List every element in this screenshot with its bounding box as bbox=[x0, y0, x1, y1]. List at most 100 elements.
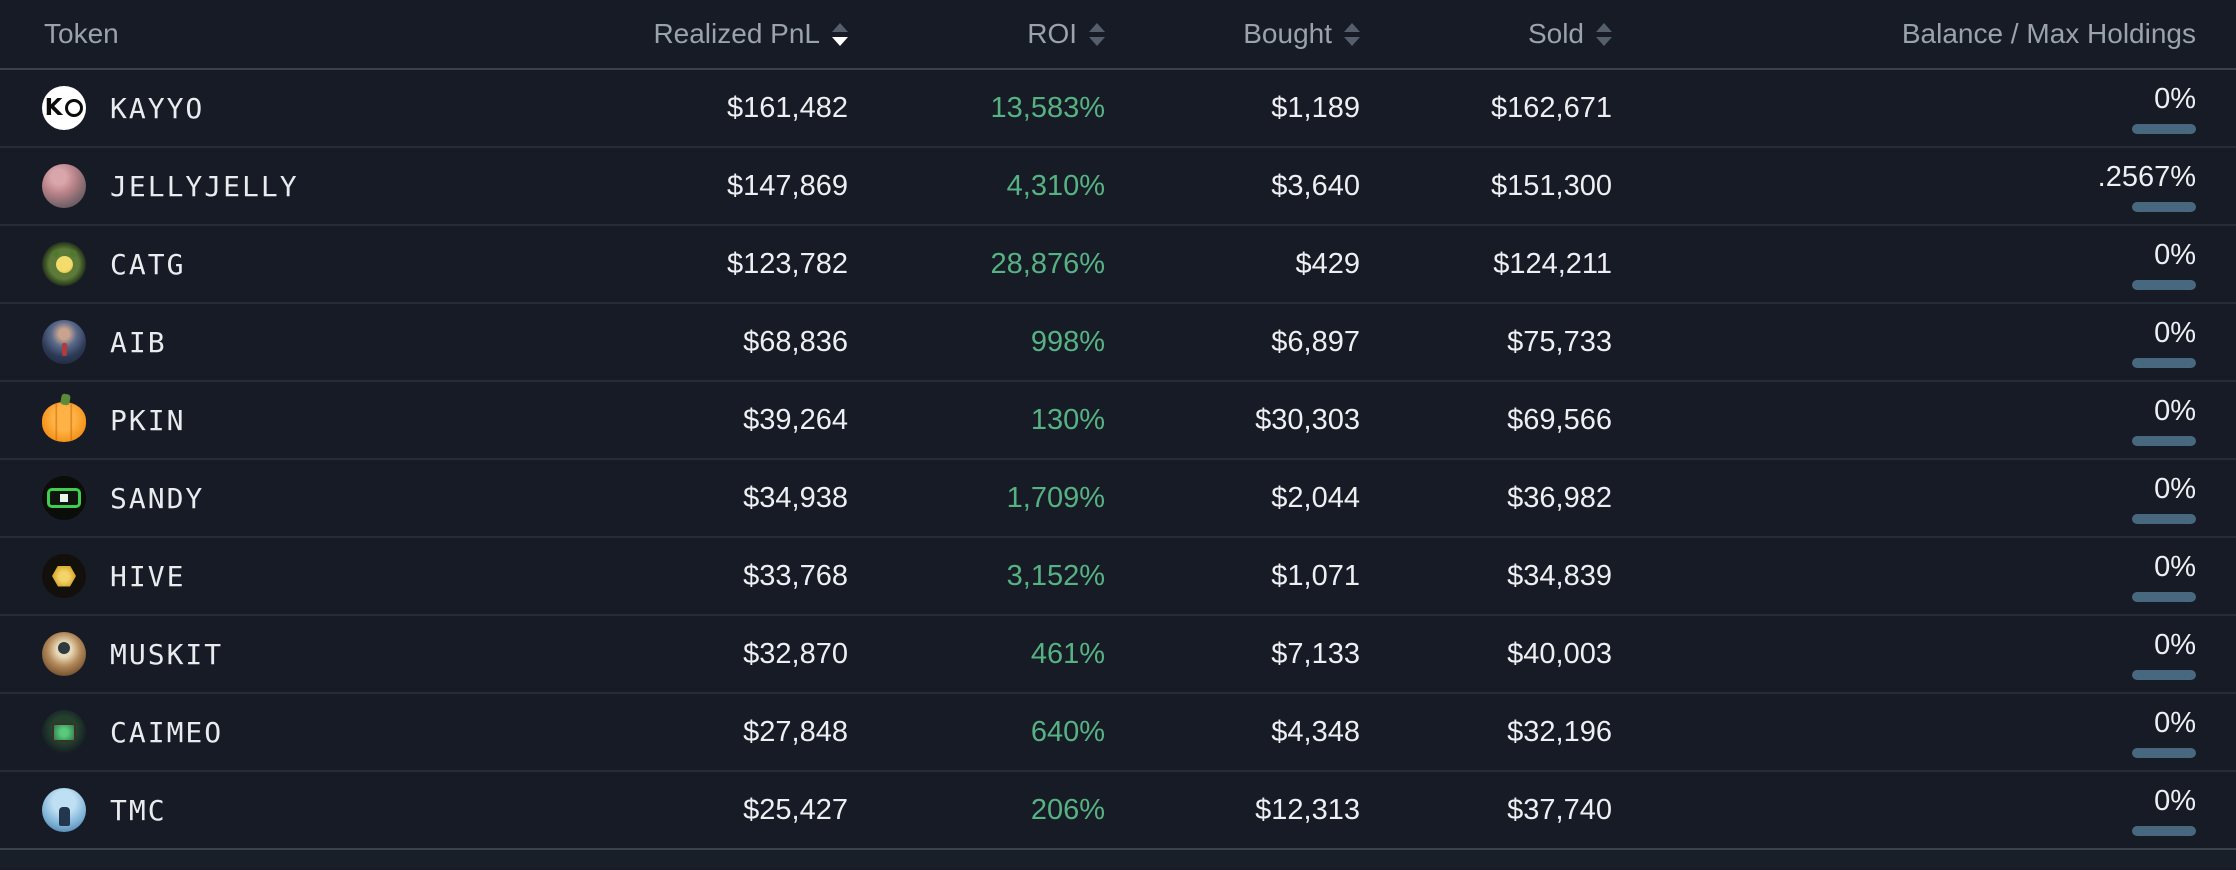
balance-value: 0% bbox=[2154, 550, 2196, 583]
token-row[interactable]: HIVE $33,768 3,152% $1,071 $34,839 0% bbox=[0, 538, 2236, 616]
roi-value: 1,709% bbox=[1006, 481, 1105, 514]
column-header-balance-max-holdings-label: Balance / Max Holdings bbox=[1901, 18, 2196, 49]
balance-value: 0% bbox=[2154, 472, 2196, 505]
token-row[interactable]: KAYYO $161,482 13,583% $1,189 $162,671 0… bbox=[0, 70, 2236, 148]
realized-pnl-value: $39,264 bbox=[743, 403, 848, 436]
tmc-token-icon bbox=[42, 788, 86, 832]
sold-value: $40,003 bbox=[1507, 637, 1612, 670]
realized-pnl-value: $68,836 bbox=[743, 325, 848, 358]
token-symbol: SANDY bbox=[110, 481, 205, 515]
token-cell: HIVE bbox=[0, 554, 650, 598]
bought-value: $1,071 bbox=[1271, 559, 1360, 592]
sold-value: $151,300 bbox=[1491, 169, 1612, 202]
balance-cell: 0% bbox=[1612, 551, 2196, 602]
token-row[interactable]: MUSKIT $32,870 461% $7,133 $40,003 0% bbox=[0, 616, 2236, 694]
column-header-roi-label: ROI bbox=[1027, 18, 1077, 49]
sold-value: $36,982 bbox=[1507, 481, 1612, 514]
column-header-token: Token bbox=[0, 18, 650, 50]
balance-bar bbox=[2132, 669, 2196, 680]
token-row[interactable]: JELLYJELLY $147,869 4,310% $3,640 $151,3… bbox=[0, 148, 2236, 226]
balance-bar bbox=[2132, 825, 2196, 836]
balance-bar bbox=[2132, 435, 2196, 446]
column-header-balance-max-holdings: Balance / Max Holdings bbox=[1612, 18, 2196, 50]
realized-pnl-value: $27,848 bbox=[743, 715, 848, 748]
token-symbol: KAYYO bbox=[110, 91, 205, 125]
column-header-bought[interactable]: Bought bbox=[1105, 18, 1360, 50]
balance-value: .2567% bbox=[2097, 160, 2196, 193]
balance-value: 0% bbox=[2154, 628, 2196, 661]
balance-cell: 0% bbox=[1612, 83, 2196, 134]
table-body: KAYYO $161,482 13,583% $1,189 $162,671 0… bbox=[0, 70, 2236, 850]
roi-value: 3,152% bbox=[1006, 559, 1105, 592]
token-row[interactable]: CAIMEO $27,848 640% $4,348 $32,196 0% bbox=[0, 694, 2236, 772]
roi-value: 998% bbox=[1030, 325, 1105, 358]
next-row-partial bbox=[0, 850, 2236, 868]
token-cell: CAIMEO bbox=[0, 710, 650, 754]
bought-value: $4,348 bbox=[1271, 715, 1360, 748]
token-cell: TMC bbox=[0, 788, 650, 832]
balance-cell: 0% bbox=[1612, 473, 2196, 524]
bought-value: $7,133 bbox=[1271, 637, 1360, 670]
token-row[interactable]: SANDY $34,938 1,709% $2,044 $36,982 0% bbox=[0, 460, 2236, 538]
kayyo-token-icon bbox=[42, 86, 86, 130]
balance-cell: 0% bbox=[1612, 629, 2196, 680]
token-cell: MUSKIT bbox=[0, 632, 650, 676]
token-row[interactable]: TMC $25,427 206% $12,313 $37,740 0% bbox=[0, 772, 2236, 850]
token-cell: AIB bbox=[0, 320, 650, 364]
token-row[interactable]: PKIN $39,264 130% $30,303 $69,566 0% bbox=[0, 382, 2236, 460]
balance-cell: 0% bbox=[1612, 395, 2196, 446]
pkin-token-icon bbox=[42, 401, 86, 442]
column-header-realized-pnl[interactable]: Realized PnL bbox=[650, 18, 848, 50]
sold-value: $75,733 bbox=[1507, 325, 1612, 358]
sort-icon bbox=[832, 22, 848, 46]
token-cell: CATG bbox=[0, 242, 650, 286]
bought-value: $12,313 bbox=[1255, 793, 1360, 826]
catg-token-icon bbox=[42, 242, 86, 286]
token-row[interactable]: AIB $68,836 998% $6,897 $75,733 0% bbox=[0, 304, 2236, 382]
balance-value: 0% bbox=[2154, 316, 2196, 349]
token-symbol: PKIN bbox=[110, 403, 186, 437]
realized-pnl-value: $147,869 bbox=[727, 169, 848, 202]
realized-pnl-value: $161,482 bbox=[727, 91, 848, 124]
bought-value: $2,044 bbox=[1271, 481, 1360, 514]
balance-cell: 0% bbox=[1612, 317, 2196, 368]
roi-value: 461% bbox=[1030, 637, 1105, 670]
sort-icon bbox=[1596, 22, 1612, 46]
token-symbol: AIB bbox=[110, 325, 167, 359]
roi-value: 206% bbox=[1030, 793, 1105, 826]
balance-value: 0% bbox=[2154, 394, 2196, 427]
column-header-realized-pnl-label: Realized PnL bbox=[653, 18, 820, 49]
token-symbol: TMC bbox=[110, 793, 167, 827]
token-symbol: JELLYJELLY bbox=[110, 169, 299, 203]
balance-value: 0% bbox=[2154, 706, 2196, 739]
balance-bar bbox=[2132, 123, 2196, 134]
bought-value: $429 bbox=[1295, 247, 1360, 280]
balance-bar bbox=[2132, 357, 2196, 368]
column-header-sold[interactable]: Sold bbox=[1360, 18, 1612, 50]
token-cell: PKIN bbox=[0, 399, 650, 442]
bought-value: $30,303 bbox=[1255, 403, 1360, 436]
balance-value: 0% bbox=[2154, 82, 2196, 115]
sandy-token-icon bbox=[42, 476, 86, 520]
realized-pnl-value: $123,782 bbox=[727, 247, 848, 280]
roi-value: 130% bbox=[1030, 403, 1105, 436]
column-header-sold-label: Sold bbox=[1527, 18, 1584, 49]
sold-value: $32,196 bbox=[1507, 715, 1612, 748]
caimeo-token-icon bbox=[42, 710, 86, 754]
balance-value: 0% bbox=[2154, 238, 2196, 271]
muskit-token-icon bbox=[42, 632, 86, 676]
realized-pnl-value: $32,870 bbox=[743, 637, 848, 670]
token-symbol: MUSKIT bbox=[110, 637, 224, 671]
bought-value: $6,897 bbox=[1271, 325, 1360, 358]
token-cell: JELLYJELLY bbox=[0, 164, 650, 208]
balance-bar bbox=[2132, 513, 2196, 524]
column-header-roi[interactable]: ROI bbox=[848, 18, 1105, 50]
balance-bar bbox=[2132, 279, 2196, 290]
sold-value: $69,566 bbox=[1507, 403, 1612, 436]
token-row[interactable]: CATG $123,782 28,876% $429 $124,211 0% bbox=[0, 226, 2236, 304]
roi-value: 640% bbox=[1030, 715, 1105, 748]
token-symbol: CAIMEO bbox=[110, 715, 224, 749]
balance-value: 0% bbox=[2154, 784, 2196, 817]
roi-value: 4,310% bbox=[1006, 169, 1105, 202]
token-cell: KAYYO bbox=[0, 86, 650, 130]
